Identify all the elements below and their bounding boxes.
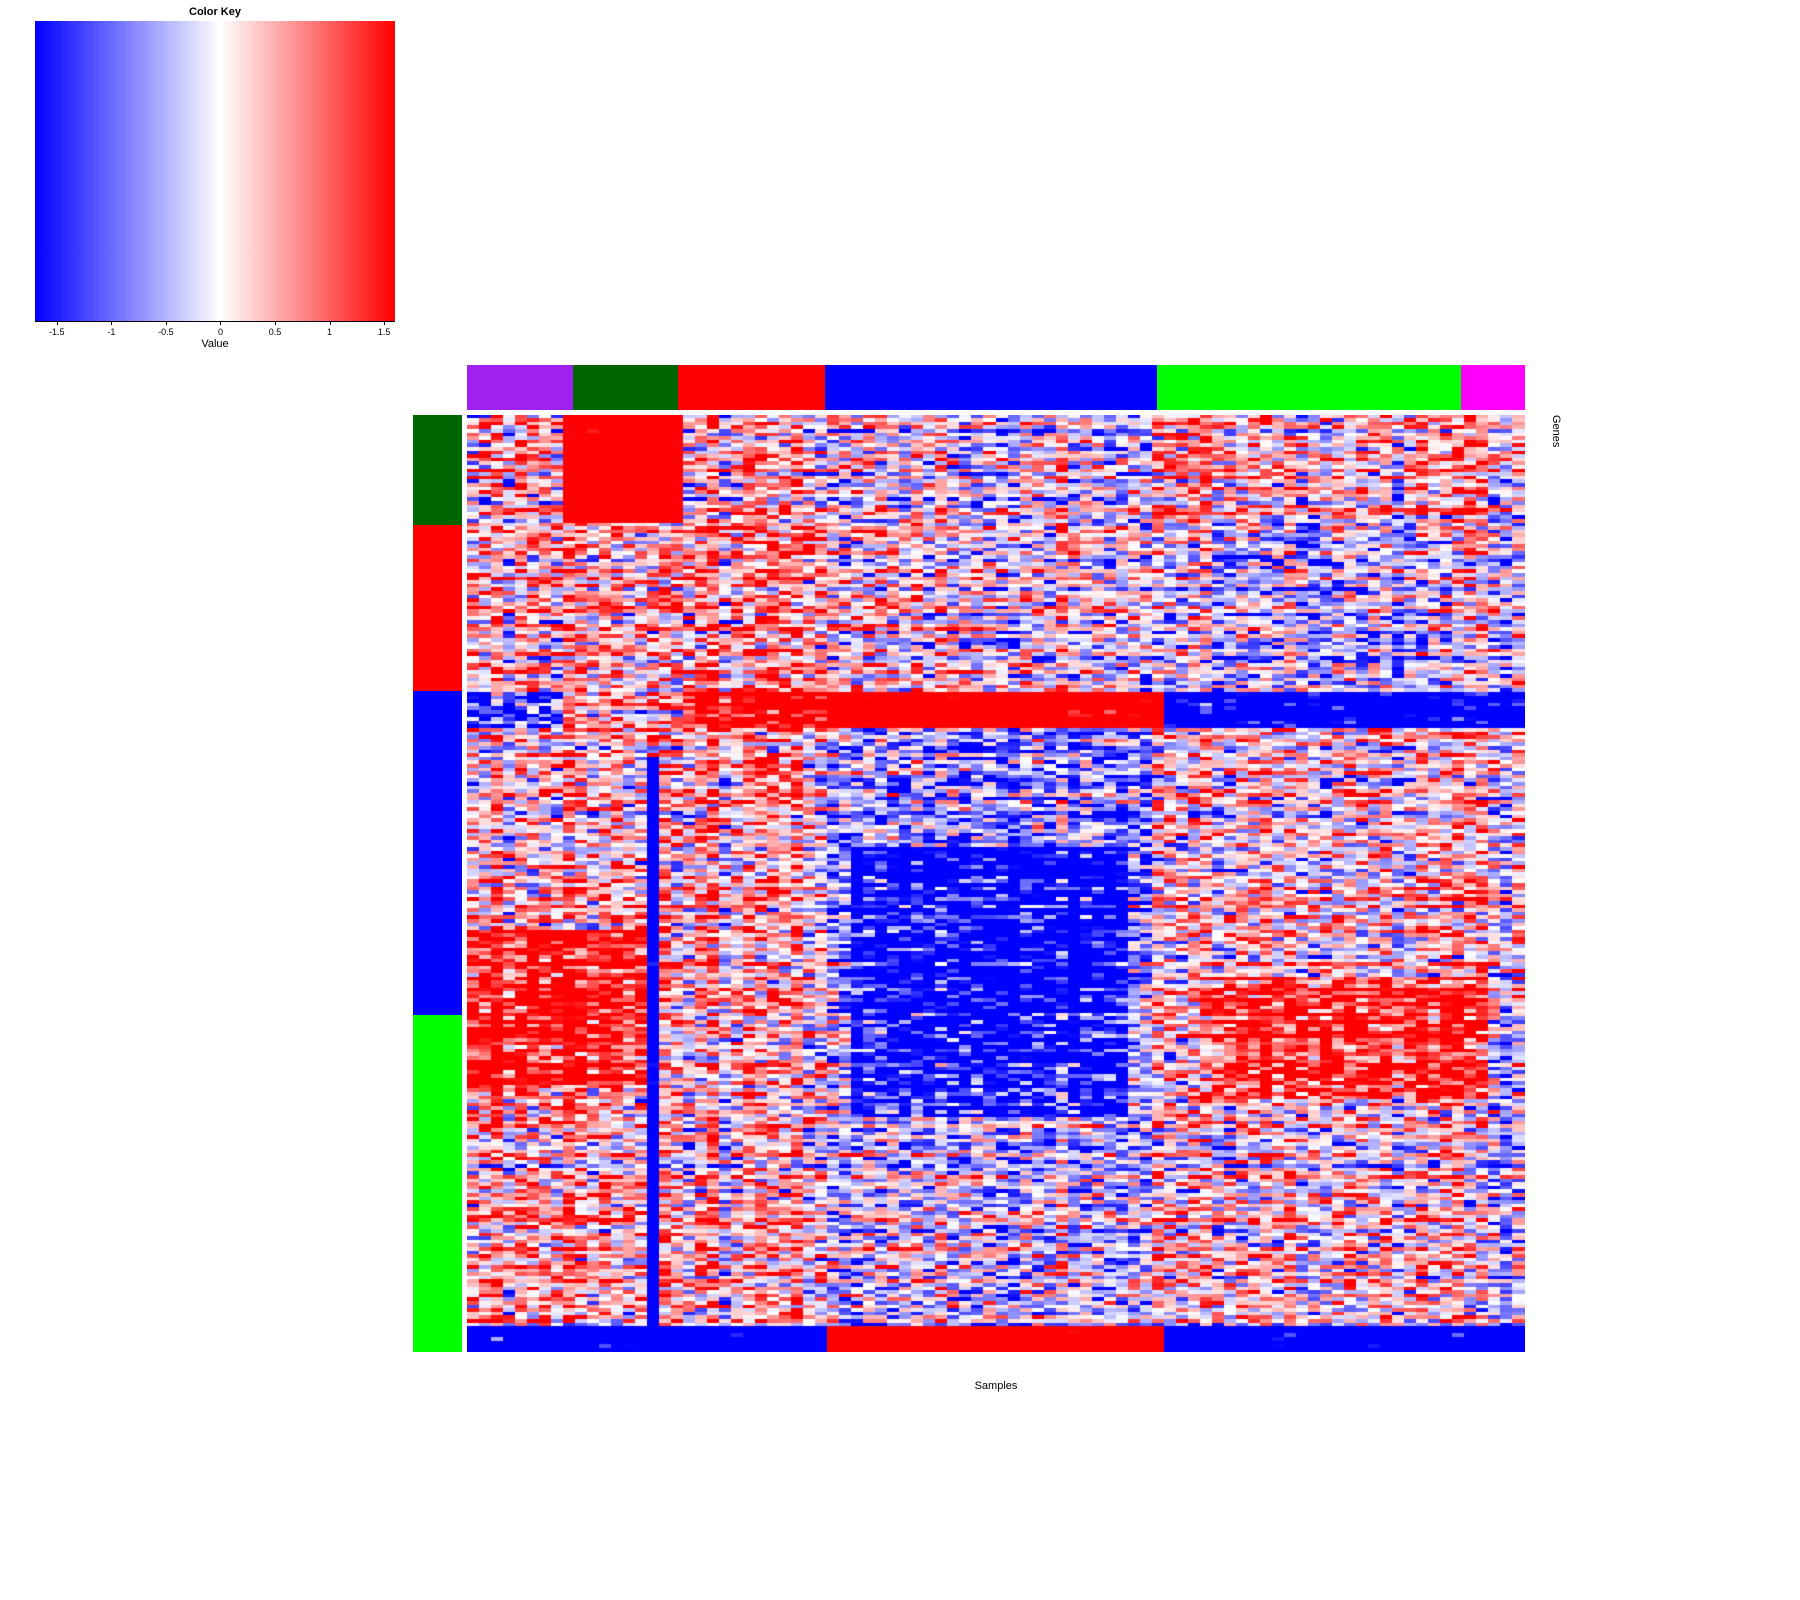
- color-key-tick: [384, 321, 386, 325]
- color-key-gradient: [35, 21, 395, 321]
- color-key-axis: Value -1.5 -1 -0.5 0 0.5 1 1.5: [35, 321, 395, 355]
- color-key-tick: [165, 321, 167, 325]
- color-key-tick: [275, 321, 276, 325]
- col-side-segment-purple-group: [467, 365, 573, 410]
- color-key-tick: [111, 321, 113, 325]
- heatmap-canvas: [467, 415, 1525, 1352]
- column-side-colors: [467, 365, 1525, 410]
- row-side-segment-blue-group: [413, 691, 462, 1015]
- col-side-segment-blue-group: [824, 365, 1157, 410]
- color-key-tick-label: 1: [327, 327, 333, 337]
- x-axis-label: Samples: [974, 1380, 1018, 1392]
- color-key-tick: [56, 321, 58, 325]
- row-side-segment-green-group: [413, 1014, 462, 1352]
- color-key-tick-label: -0.5: [158, 327, 174, 337]
- y-axis-label: Genes: [1550, 415, 1562, 448]
- col-side-segment-magenta-group: [1461, 365, 1525, 410]
- color-key-tick: [220, 321, 222, 325]
- col-side-segment-dark-green-group: [572, 365, 678, 410]
- row-side-segment-red-group: [413, 524, 462, 692]
- color-key-panel: Color Key Value -1.5 -1 -0.5 0 0.5 1 1.5: [35, 6, 395, 355]
- color-key-axis-label: Value: [201, 338, 229, 350]
- color-key-tick-label: 1.5: [377, 327, 391, 337]
- color-key-axis-line: [35, 321, 395, 322]
- row-side-segment-dark-green-group: [413, 415, 462, 525]
- color-key-title: Color Key: [189, 6, 241, 18]
- row-side-colors: [413, 415, 462, 1352]
- color-key-tick-label: 0: [217, 327, 223, 337]
- color-key-tick-label: 0.5: [268, 327, 282, 337]
- color-key-tick-label: -1.5: [49, 327, 65, 337]
- col-side-segment-green-group: [1156, 365, 1462, 410]
- color-key-tick: [329, 321, 331, 325]
- color-key-tick-label: -1: [107, 327, 116, 337]
- col-side-segment-red-group: [677, 365, 825, 410]
